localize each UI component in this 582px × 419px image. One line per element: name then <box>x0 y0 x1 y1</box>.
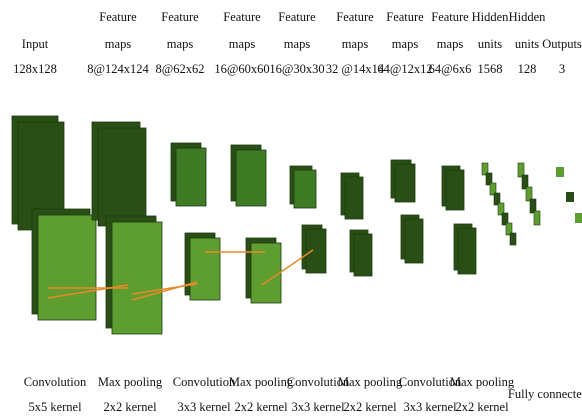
layer-title: Hidden <box>472 10 510 24</box>
output-unit <box>575 213 582 223</box>
feature-map <box>189 237 221 301</box>
output-unit <box>556 167 564 177</box>
feature-map-blocks <box>11 115 582 335</box>
hidden-unit-slab <box>497 202 505 216</box>
hidden-unit-slab <box>533 210 541 226</box>
operation-name: Max pooling <box>450 375 515 389</box>
layer-title: maps <box>392 37 419 51</box>
operation-kernel: 5x5 kernel <box>28 400 82 414</box>
operation-name: Fully connected <box>508 387 582 401</box>
feature-map <box>37 214 97 321</box>
layer-title: Feature <box>278 10 316 24</box>
layer-size: 8@124x124 <box>87 62 149 76</box>
layer-size: 1568 <box>478 62 503 76</box>
layer-title: maps <box>437 37 464 51</box>
feature-map <box>344 176 364 220</box>
hidden-unit-slab <box>529 198 537 214</box>
layer-size: 128x128 <box>13 62 57 76</box>
hidden-unit-slab <box>509 232 517 246</box>
feature-map <box>235 149 267 207</box>
layer-title: Feature <box>431 10 469 24</box>
hidden-unit-slab <box>501 212 509 226</box>
layer-title: Feature <box>223 10 261 24</box>
hidden-unit-slab <box>505 222 513 236</box>
operation-name: Convolution <box>287 375 350 389</box>
operation-name: Convolution <box>173 375 236 389</box>
layer-title: Outputs <box>542 37 582 51</box>
hidden-unit-slab <box>493 192 501 206</box>
operation-kernel: 2x2 kernel <box>103 400 157 414</box>
hidden-unit-slab <box>525 186 533 202</box>
layer-size: 16@60x60 <box>214 62 269 76</box>
operation-kernel: 3x3 kernel <box>403 400 457 414</box>
layer-size: 8@62x62 <box>155 62 204 76</box>
layer-size: 3 <box>559 62 565 76</box>
operation-kernel: 2x2 kernel <box>343 400 397 414</box>
layer-title: Feature <box>386 10 424 24</box>
layer-title: Feature <box>336 10 374 24</box>
hidden-unit-slab <box>489 182 497 196</box>
layer-title: units <box>515 37 539 51</box>
operation-kernel: 3x3 kernel <box>291 400 345 414</box>
operation-name: Convolution <box>399 375 462 389</box>
feature-map <box>175 147 207 207</box>
operation-name: Convolution <box>24 375 87 389</box>
hidden-unit-slab <box>517 162 525 178</box>
connection-lines <box>47 249 314 301</box>
layer-title: maps <box>342 37 369 51</box>
hidden-unit-slab <box>485 172 493 186</box>
layer-size: 16@30x30 <box>269 62 324 76</box>
layer-size: 128 <box>518 62 537 76</box>
layer-size: 64@12x12 <box>377 62 432 76</box>
operation-kernel: 2x2 kernel <box>455 400 509 414</box>
layer-size: 64@6x6 <box>429 62 472 76</box>
feature-map <box>293 169 317 209</box>
connection-line <box>261 249 314 286</box>
feature-map <box>250 242 282 304</box>
layer-title: Feature <box>99 10 137 24</box>
feature-map <box>111 221 163 335</box>
feature-map <box>305 228 327 274</box>
operation-name: Max pooling <box>338 375 403 389</box>
hidden-unit-slab <box>481 162 489 176</box>
layer-size: 32 @14x14 <box>326 62 385 76</box>
labels: Input 128x128 Feature maps 8@124x124 Feature m… <box>13 10 582 414</box>
feature-map <box>445 169 465 211</box>
layer-title: maps <box>167 37 194 51</box>
layer-title: Feature <box>161 10 199 24</box>
feature-map <box>457 227 477 275</box>
operation-name: Max pooling <box>229 375 294 389</box>
operation-name: Max pooling <box>98 375 163 389</box>
feature-map <box>394 163 416 203</box>
layer-title: maps <box>105 37 132 51</box>
layer-title: units <box>478 37 502 51</box>
output-unit <box>566 192 574 202</box>
connection-line <box>131 283 198 295</box>
layer-title: maps <box>284 37 311 51</box>
feature-map <box>404 218 424 264</box>
connection-line <box>47 284 129 299</box>
feature-map <box>97 127 147 227</box>
layer-title: Input <box>22 37 49 51</box>
hidden-unit-slab <box>521 174 529 190</box>
layer-title: Hidden <box>509 10 547 24</box>
operation-kernel: 2x2 kernel <box>234 400 288 414</box>
operation-kernel: 3x3 kernel <box>177 400 231 414</box>
feature-map <box>353 233 373 277</box>
layer-title: maps <box>229 37 256 51</box>
